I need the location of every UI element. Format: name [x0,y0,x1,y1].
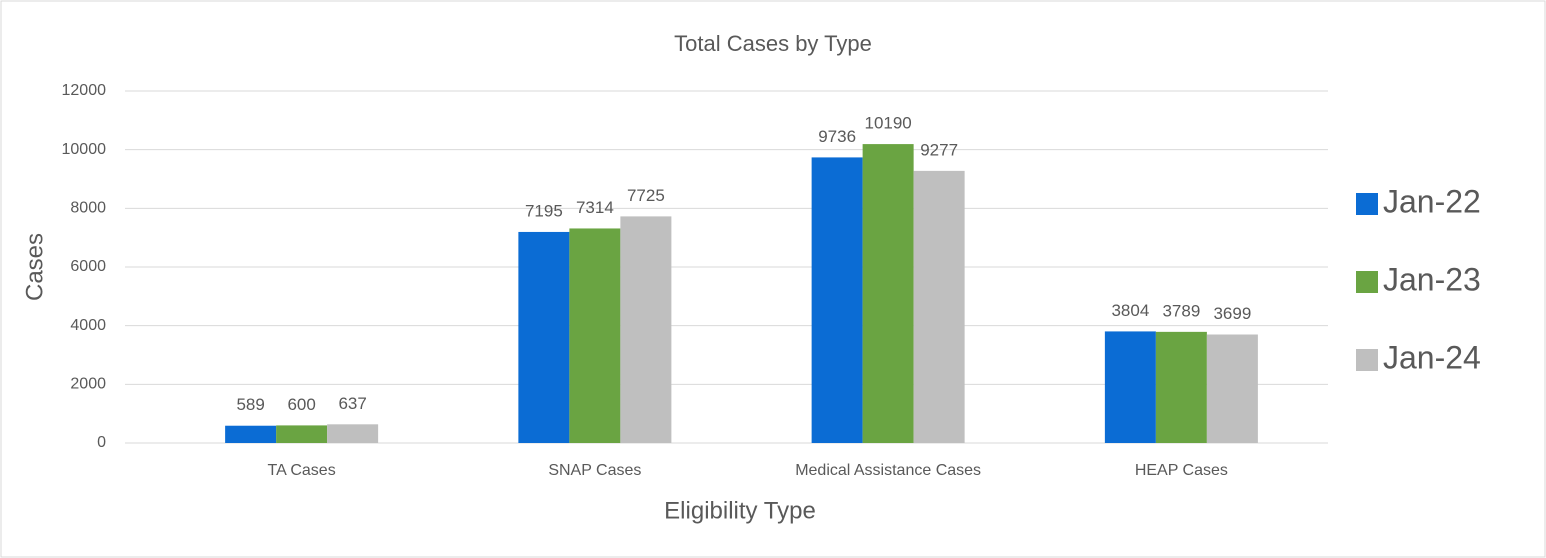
legend-swatch [1356,193,1378,215]
data-label: 7195 [525,201,563,220]
x-axis-title: Eligibility Type [664,497,816,524]
bar [913,170,965,443]
bar [862,144,914,444]
y-tick-label: 4000 [70,317,106,334]
x-tick-label: SNAP Cases [548,462,641,479]
bar [620,216,672,443]
data-label: 10190 [864,114,911,133]
data-label: 637 [338,394,366,413]
bar [327,424,379,443]
bar [569,228,621,443]
x-tick-label: TA Cases [268,462,336,479]
x-tick-label: Medical Assistance Cases [795,462,981,479]
y-tick-label: 6000 [70,258,106,275]
legend-swatch [1356,271,1378,293]
bar [1155,331,1207,443]
data-label: 589 [236,395,264,414]
y-tick-label: 8000 [70,200,106,217]
bar [518,231,570,443]
legend-label: Jan-24 [1383,339,1481,375]
legend-swatch [1356,349,1378,371]
data-label: 7725 [627,186,665,205]
y-tick-label: 12000 [62,82,107,99]
data-label: 3804 [1111,301,1149,320]
data-label: 3789 [1162,301,1200,320]
data-label: 3699 [1213,304,1251,323]
bar [811,157,863,444]
data-label: 9736 [818,127,856,146]
chart-title: Total Cases by Type [674,31,872,56]
y-tick-label: 0 [97,434,106,451]
legend-label: Jan-23 [1383,261,1481,297]
data-label: 600 [287,395,315,414]
bar [225,425,277,443]
bar [276,425,328,443]
y-tick-label: 2000 [70,376,106,393]
data-label: 9277 [920,140,958,159]
legend-label: Jan-22 [1383,183,1481,219]
bar [1104,331,1156,443]
data-label: 7314 [576,198,614,217]
y-axis-title: Cases [21,233,48,301]
bar [1206,334,1258,443]
x-tick-label: HEAP Cases [1135,462,1228,479]
y-tick-label: 10000 [62,141,107,158]
